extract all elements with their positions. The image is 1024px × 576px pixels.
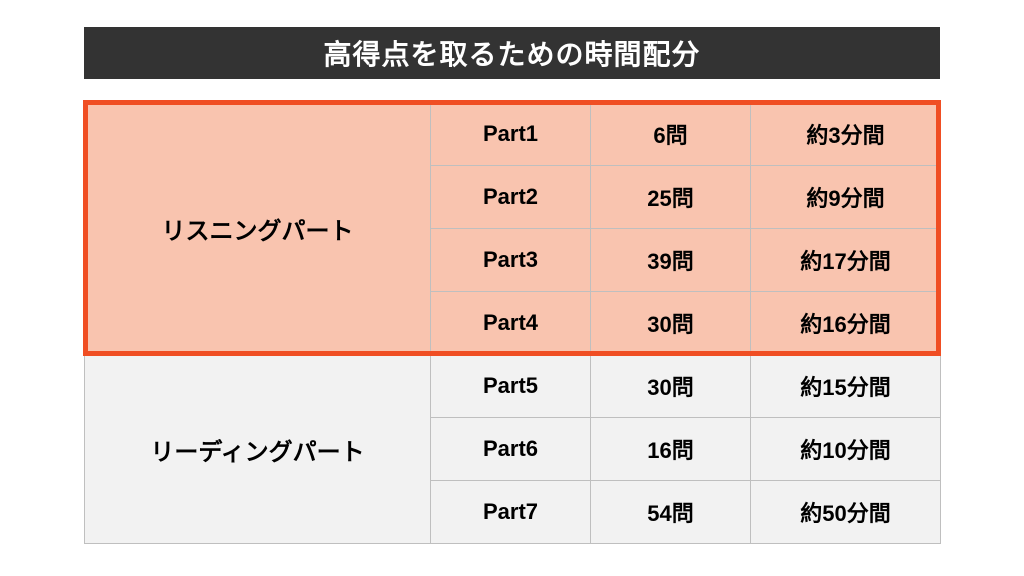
document-frame: 高得点を取るための時間配分 リスニングパート Part1 6問 約3分間 Par… (0, 0, 1024, 576)
section-label-listening: リスニングパート (85, 103, 431, 355)
part-cell: Part3 (431, 229, 591, 292)
time-allocation-table: リスニングパート Part1 6問 約3分間 Part2 25問 約9分間 Pa… (84, 102, 941, 544)
count-cell: 54問 (591, 481, 751, 544)
time-cell: 約9分間 (751, 166, 941, 229)
part-cell: Part7 (431, 481, 591, 544)
count-cell: 16問 (591, 418, 751, 481)
time-cell: 約15分間 (751, 355, 941, 418)
part-cell: Part6 (431, 418, 591, 481)
time-cell: 約16分間 (751, 292, 941, 355)
time-cell: 約3分間 (751, 103, 941, 166)
title-text: 高得点を取るための時間配分 (323, 33, 700, 73)
part-cell: Part4 (431, 292, 591, 355)
part-cell: Part5 (431, 355, 591, 418)
part-cell: Part2 (431, 166, 591, 229)
count-cell: 30問 (591, 355, 751, 418)
table-area: リスニングパート Part1 6問 約3分間 Part2 25問 約9分間 Pa… (84, 102, 940, 544)
count-cell: 39問 (591, 229, 751, 292)
table-row: リーディングパート Part5 30問 約15分間 (85, 355, 941, 418)
table-row: リスニングパート Part1 6問 約3分間 (85, 103, 941, 166)
part-cell: Part1 (431, 103, 591, 166)
count-cell: 6問 (591, 103, 751, 166)
title-bar: 高得点を取るための時間配分 (84, 27, 940, 79)
time-cell: 約10分間 (751, 418, 941, 481)
section-label-reading: リーディングパート (85, 355, 431, 544)
count-cell: 30問 (591, 292, 751, 355)
count-cell: 25問 (591, 166, 751, 229)
time-cell: 約50分間 (751, 481, 941, 544)
time-cell: 約17分間 (751, 229, 941, 292)
